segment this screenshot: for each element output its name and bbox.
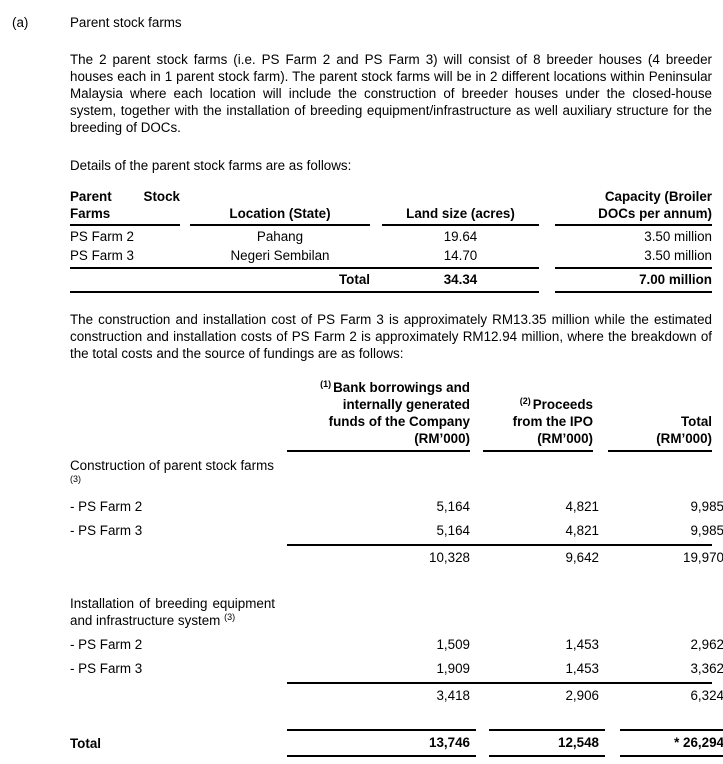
subtotal-rule [287, 544, 712, 546]
table-row: PS Farm 2 Pahang 19.64 3.50 million [70, 228, 712, 245]
subtotal-row: 3,418 2,906 6,324 [70, 687, 723, 704]
funding-table-header: (1) Bank borrowings and internally genera… [70, 379, 712, 452]
ipo-value: 4,821 [565, 523, 599, 538]
bank-value: 1,909 [436, 661, 470, 676]
header-word: Parent [70, 189, 112, 204]
subtotal-bank: 10,328 [429, 550, 470, 565]
total-value: 9,985 [690, 523, 723, 538]
funding-table: (1) Bank borrowings and internally genera… [70, 379, 723, 757]
header-word: Farms [70, 206, 111, 221]
column-header-location: Location (State) [190, 205, 370, 226]
location-cell: Pahang [256, 229, 304, 244]
rule-segment [70, 267, 539, 269]
ipo-value: 1,453 [565, 637, 599, 652]
table-row: PS Farm 3 Negeri Sembilan 14.70 3.50 mil… [70, 247, 712, 264]
details-intro: Details of the parent stock farms are as… [70, 158, 352, 173]
ipo-value: 1,453 [565, 661, 599, 676]
total-value: 3,362 [690, 661, 723, 676]
table-rule [70, 291, 712, 293]
bank-value: 5,164 [436, 523, 470, 538]
footnote-ref: (3) [224, 611, 236, 622]
land-size-cell: 19.64 [443, 229, 478, 244]
table-row: - PS Farm 3 1,909 1,453 3,362 [70, 660, 723, 677]
section-marker: (a) [12, 15, 29, 30]
total-value: 9,985 [690, 499, 723, 514]
subtotal-total: 6,324 [690, 688, 723, 703]
footnote-ref: (1) [320, 378, 332, 389]
subtotal-ipo: 2,906 [565, 688, 599, 703]
subtotal-rule [287, 682, 712, 684]
grand-total-label: Total [70, 735, 101, 751]
row-item: - PS Farm 2 [70, 499, 143, 514]
subtotal-row: 10,328 9,642 19,970 [70, 549, 723, 566]
farm-name-cell: PS Farm 3 [70, 248, 134, 263]
total-value: 2,962 [690, 637, 723, 652]
subtotal-ipo: 9,642 [565, 550, 599, 565]
column-header-parent-stock-farms: Parent Stock Farms [70, 188, 180, 226]
rule-segment [555, 267, 712, 269]
intro-paragraph: The 2 parent stock farms (i.e. PS Farm 2… [70, 52, 712, 135]
grand-total-total: * 26,294 [620, 729, 723, 757]
grand-total-bank: 13,746 [287, 729, 476, 757]
farms-table-header: Parent Stock Farms Location (State) Land… [70, 188, 712, 226]
grand-total-row: Total 13,746 12,548 * 26,294 [70, 729, 723, 757]
column-header-bank-borrowings: (1) Bank borrowings and internally genera… [287, 379, 470, 452]
table-row: - PS Farm 3 5,164 4,821 9,985 [70, 522, 723, 539]
section-heading-row: (a) Parent stock farms [12, 14, 712, 31]
capacity-cell: 3.50 million [644, 229, 712, 244]
empty-cell [70, 271, 180, 288]
table-row: - PS Farm 2 5,164 4,821 9,985 [70, 498, 723, 515]
rule-segment [555, 291, 712, 293]
subtotal-total: 19,970 [683, 550, 723, 565]
ipo-value: 4,821 [565, 499, 599, 514]
row-item: - PS Farm 2 [70, 637, 143, 652]
section-label-construction: Construction of parent stock farms (3) [70, 458, 274, 484]
land-size-cell: 14.70 [443, 248, 478, 263]
capacity-cell: 3.50 million [644, 248, 712, 263]
column-header-total: Total (RM’000) [608, 413, 712, 452]
column-header-capacity: Capacity (Broiler DOCs per annum) [555, 188, 712, 226]
empty-cell [70, 549, 275, 566]
total-land-size: 34.34 [443, 272, 478, 287]
section-label-installation: Installation of breeding equipment and i… [70, 596, 275, 628]
bank-value: 5,164 [436, 499, 470, 514]
footnote-ref: (2) [519, 395, 531, 406]
row-item: - PS Farm 3 [70, 523, 143, 538]
farms-table: Parent Stock Farms Location (State) Land… [70, 188, 712, 293]
subtotal-bank: 3,418 [436, 688, 470, 703]
total-label: Total [339, 272, 370, 287]
page-title: Parent stock farms [70, 15, 182, 30]
header-word: Stock [143, 189, 180, 204]
total-capacity: 7.00 million [639, 272, 712, 287]
footnote-ref: (3) [70, 473, 81, 484]
table-rule [70, 267, 712, 269]
grand-total-ipo: 12,548 [489, 729, 605, 757]
bank-value: 1,509 [436, 637, 470, 652]
location-cell: Negeri Sembilan [230, 248, 330, 263]
farms-total-row: Total 34.34 7.00 million [70, 269, 712, 291]
cost-paragraph: The construction and installation cost o… [70, 312, 712, 361]
column-header-land-size: Land size (acres) [382, 205, 539, 226]
rule-segment [70, 291, 539, 293]
table-row: - PS Farm 2 1,509 1,453 2,962 [70, 636, 723, 653]
empty-cell [70, 687, 275, 704]
row-item: - PS Farm 3 [70, 661, 143, 676]
farm-name-cell: PS Farm 2 [70, 229, 134, 244]
column-header-ipo-proceeds: (2) Proceeds from the IPO (RM’000) [483, 396, 593, 452]
